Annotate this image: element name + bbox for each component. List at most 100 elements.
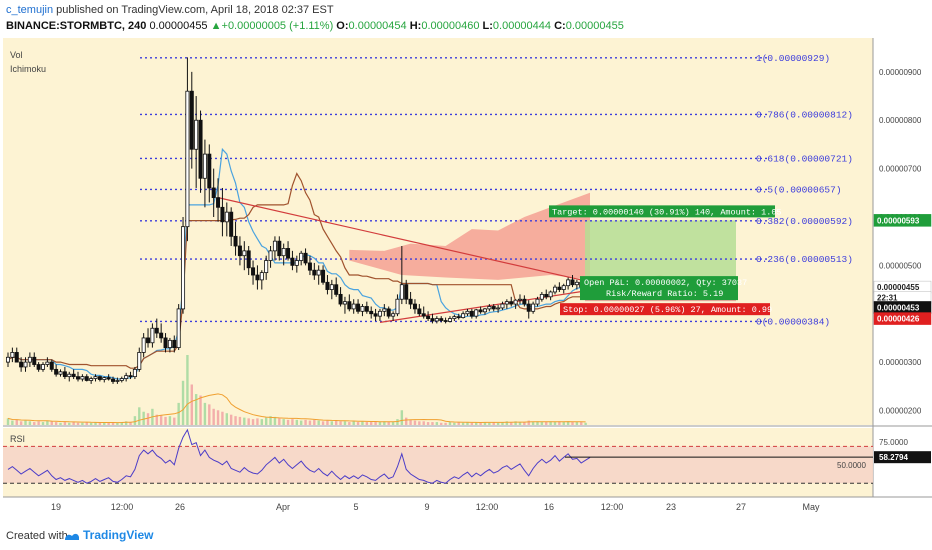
volume-moving-average (7, 393, 586, 424)
candle-body (93, 376, 98, 379)
candle-body (277, 240, 282, 257)
candle-body (10, 352, 15, 358)
tradingview-brand-label: TradingView (83, 528, 154, 542)
price-pane-background (3, 38, 873, 425)
volume-bar (194, 394, 198, 425)
volume-bar (37, 421, 40, 425)
volume-bar (418, 421, 421, 425)
volume-bar (186, 355, 189, 425)
volume-bar (229, 414, 233, 425)
candle-body (439, 318, 444, 321)
volume-bar (124, 421, 128, 425)
candle-body (23, 361, 28, 368)
candle-body (202, 153, 207, 179)
volume-bar (212, 408, 215, 425)
volume-bar (282, 419, 285, 425)
symbol-label[interactable]: BINANCE:STORMBTC, 240 (6, 20, 147, 32)
candle-body (272, 240, 277, 252)
candle-body (351, 303, 356, 310)
candle-body (574, 281, 579, 286)
volume-bar (387, 422, 390, 425)
candle-body (465, 310, 470, 315)
volume-bar (98, 422, 102, 425)
volume-bar (510, 422, 513, 425)
x-tick-label: 23 (666, 502, 676, 512)
candle-body (89, 378, 94, 381)
fib-level-label: 1(0.00000929) (756, 53, 830, 64)
candle-body (211, 187, 216, 199)
price-axis-background (873, 38, 932, 497)
volume-bar (260, 419, 264, 425)
volume-bar (475, 422, 478, 425)
candle-body (128, 375, 133, 378)
volume-bar (28, 421, 32, 425)
volume-bar (409, 419, 412, 425)
candle-body (404, 284, 409, 300)
fib-level-label: 0.786(0.00000812) (756, 109, 853, 120)
candle-body (14, 352, 19, 363)
price-tag-label: 0.00000455 (877, 283, 920, 292)
candle-body (469, 310, 474, 317)
candle-body (299, 252, 304, 261)
candle-body (233, 235, 238, 247)
volume-bar (19, 421, 23, 425)
candle-body (399, 284, 404, 300)
candle-body (513, 299, 518, 305)
volume-bar (313, 419, 316, 425)
x-tick-label: 5 (353, 502, 358, 512)
candle-body (255, 274, 260, 281)
tradingview-brand[interactable]: TradingView (64, 528, 153, 542)
candle-body (382, 308, 387, 312)
volume-bar (129, 422, 132, 425)
volume-bar (531, 422, 535, 425)
volume-bar (225, 413, 228, 425)
candle-body (526, 303, 531, 312)
volume-bar (247, 418, 250, 425)
volume-bar (243, 417, 246, 425)
candle-body (54, 368, 59, 375)
candle-body (500, 303, 505, 309)
volume-bar (470, 422, 474, 425)
volume-bar (496, 422, 500, 425)
volume-bar (181, 380, 185, 425)
candle-body (386, 308, 391, 317)
tradingview-logo-icon (65, 533, 79, 540)
volume-bar (518, 422, 522, 425)
candle-body (49, 361, 54, 370)
volume-bar (76, 422, 80, 425)
candle-body (561, 285, 566, 290)
open-label: O: (336, 20, 349, 32)
candle-body (417, 308, 422, 315)
price-tag-box (873, 214, 932, 227)
fib-level-label: 0.382(0.00000592) (756, 216, 853, 227)
price-tag-label: 22:31 (877, 293, 898, 302)
candle-body (552, 286, 557, 293)
volume-bar (461, 422, 465, 425)
y-tick-label: 0.00000800 (879, 116, 922, 125)
volume-bar (72, 422, 75, 425)
volume-bar (168, 416, 172, 425)
candle-body (509, 301, 514, 305)
volume-bar (326, 420, 329, 425)
candle-body (229, 211, 234, 237)
stop-label-box (560, 303, 770, 316)
volume-bar (173, 417, 176, 425)
volume-bar (133, 416, 137, 425)
volume-bar (216, 410, 220, 425)
candle-body (347, 301, 352, 310)
volume-bar (383, 421, 386, 425)
candle-body (461, 313, 466, 319)
x-tick-label: 12:00 (601, 502, 624, 512)
candle-body (312, 269, 317, 276)
author-link[interactable]: c_temujin (6, 4, 54, 16)
candle-body (412, 303, 417, 310)
volume-bar (339, 421, 342, 425)
open-value: 0.00000454 (348, 20, 407, 32)
volume-bar (514, 421, 517, 425)
candle-body (76, 376, 81, 380)
candle-body (338, 293, 343, 305)
price-chart[interactable]: Vol Ichimoku 0.00000900 0.00000800 0.0000070… (0, 38, 932, 524)
candle-body (102, 377, 107, 380)
volume-bar (426, 422, 430, 425)
candle-body (124, 375, 129, 379)
